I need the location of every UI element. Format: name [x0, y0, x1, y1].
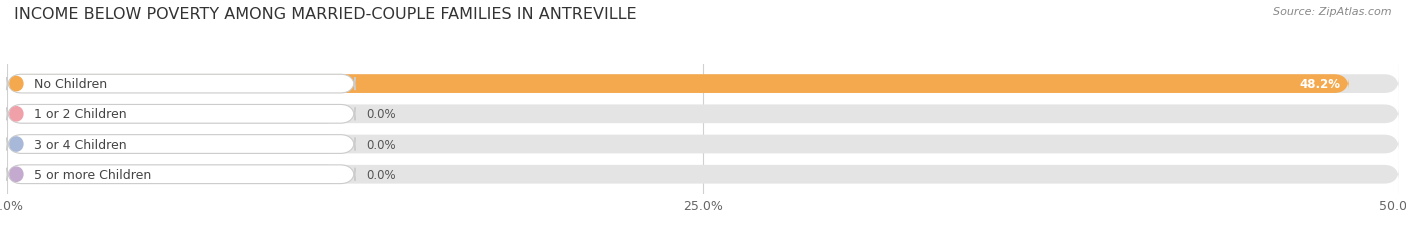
Circle shape — [10, 167, 22, 182]
Circle shape — [10, 137, 22, 152]
FancyBboxPatch shape — [7, 135, 1399, 154]
FancyBboxPatch shape — [7, 105, 1399, 124]
Text: 0.0%: 0.0% — [366, 108, 395, 121]
Text: 0.0%: 0.0% — [366, 168, 395, 181]
FancyBboxPatch shape — [7, 75, 1399, 94]
FancyBboxPatch shape — [7, 165, 342, 184]
FancyBboxPatch shape — [7, 165, 354, 184]
FancyBboxPatch shape — [7, 165, 1399, 184]
Text: No Children: No Children — [34, 78, 107, 91]
FancyBboxPatch shape — [7, 135, 354, 154]
FancyBboxPatch shape — [7, 75, 354, 94]
Text: 0.0%: 0.0% — [366, 138, 395, 151]
Text: 48.2%: 48.2% — [1299, 78, 1340, 91]
FancyBboxPatch shape — [7, 105, 354, 124]
Text: 3 or 4 Children: 3 or 4 Children — [34, 138, 127, 151]
Text: Source: ZipAtlas.com: Source: ZipAtlas.com — [1274, 7, 1392, 17]
FancyBboxPatch shape — [7, 75, 1348, 94]
Circle shape — [10, 107, 22, 122]
FancyBboxPatch shape — [7, 105, 342, 124]
Text: INCOME BELOW POVERTY AMONG MARRIED-COUPLE FAMILIES IN ANTREVILLE: INCOME BELOW POVERTY AMONG MARRIED-COUPL… — [14, 7, 637, 22]
FancyBboxPatch shape — [7, 135, 342, 154]
Circle shape — [10, 77, 22, 91]
Text: 5 or more Children: 5 or more Children — [34, 168, 152, 181]
Text: 1 or 2 Children: 1 or 2 Children — [34, 108, 127, 121]
